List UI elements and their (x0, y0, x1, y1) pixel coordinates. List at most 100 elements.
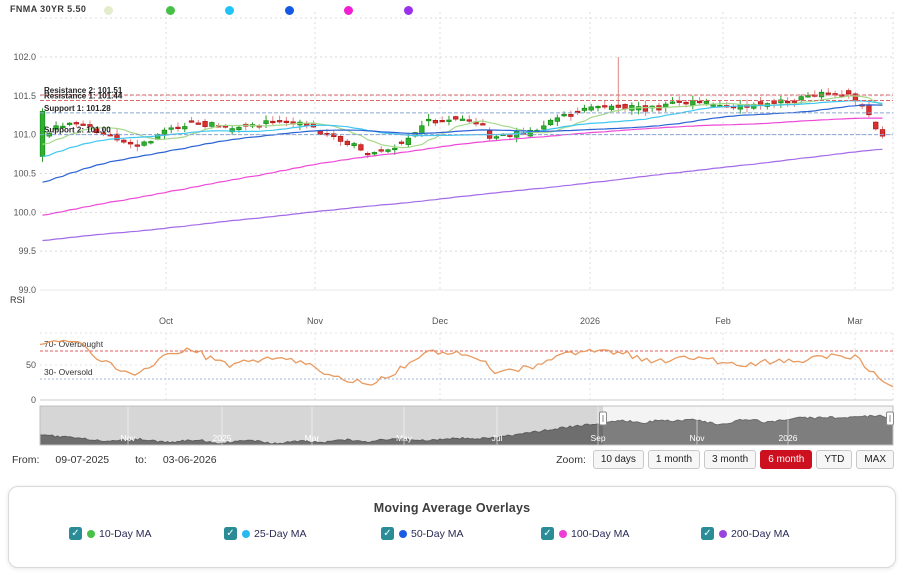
zoom-button-1-month[interactable]: 1 month (647, 450, 701, 469)
checkbox-checked-icon[interactable]: ✓ (224, 527, 237, 540)
candle[interactable] (873, 121, 879, 130)
series-marker-6-legend-dot[interactable] (404, 6, 413, 15)
candle[interactable] (127, 141, 134, 145)
candle[interactable] (344, 140, 350, 146)
candle[interactable] (114, 133, 120, 141)
zoom-button-10-days[interactable]: 10 days (592, 450, 644, 469)
candle[interactable] (805, 95, 811, 98)
ma-toggle-25-day-ma[interactable]: ✓ 25-Day MA (224, 527, 307, 540)
zoom-button-3-month[interactable]: 3 month (704, 450, 757, 469)
candle[interactable] (317, 130, 323, 135)
candle[interactable] (507, 134, 513, 137)
zoom-button-ytd[interactable]: YTD (816, 450, 853, 469)
candle[interactable] (798, 96, 804, 100)
candle[interactable] (825, 92, 831, 95)
candle[interactable] (209, 122, 215, 127)
candle[interactable] (229, 128, 235, 133)
candle[interactable] (425, 118, 432, 122)
series-marker-5-legend-dot[interactable] (344, 6, 353, 15)
ma-toggle-200-day-ma[interactable]: ✓ 200-Day MA (701, 527, 789, 540)
candle[interactable] (405, 137, 411, 145)
candle[interactable] (60, 125, 66, 129)
candle[interactable] (66, 122, 73, 125)
candle[interactable] (785, 100, 791, 104)
candle[interactable] (141, 141, 147, 146)
candle[interactable] (710, 104, 716, 107)
candle[interactable] (121, 139, 127, 143)
candle[interactable] (195, 122, 201, 125)
candle[interactable] (53, 125, 59, 130)
candle[interactable] (466, 119, 472, 122)
candle[interactable] (175, 126, 181, 130)
candle[interactable] (188, 120, 195, 123)
checkbox-checked-icon[interactable]: ✓ (701, 527, 714, 540)
checkbox-checked-icon[interactable]: ✓ (381, 527, 394, 540)
candle[interactable] (493, 136, 500, 139)
candle[interactable] (80, 123, 86, 126)
candle[interactable] (602, 105, 608, 108)
candle[interactable] (331, 133, 337, 138)
candle[interactable] (263, 120, 269, 124)
candle[interactable] (669, 101, 676, 104)
zoom-button-6-month[interactable]: 6 month (760, 450, 813, 469)
candle[interactable] (446, 119, 452, 122)
candle[interactable] (134, 144, 140, 147)
candle[interactable] (392, 147, 398, 151)
candle[interactable] (791, 100, 798, 103)
candle[interactable] (283, 120, 290, 124)
candle[interactable] (581, 107, 588, 111)
candle[interactable] (168, 127, 174, 130)
candle[interactable] (771, 100, 777, 104)
candle[interactable] (608, 105, 615, 110)
candle[interactable] (270, 120, 276, 124)
candle[interactable] (683, 101, 689, 105)
candle[interactable] (615, 104, 621, 108)
candle[interactable] (385, 149, 391, 152)
series-marker-1-legend-dot[interactable] (104, 6, 113, 15)
candle[interactable] (696, 100, 703, 104)
candle[interactable] (398, 141, 405, 144)
candle[interactable] (547, 119, 554, 126)
candle[interactable] (554, 117, 560, 122)
series-marker-2-legend-dot[interactable] (166, 6, 175, 15)
candle[interactable] (690, 100, 696, 106)
candle[interactable] (324, 133, 330, 136)
ma-toggle-10-day-ma[interactable]: ✓ 10-Day MA (69, 527, 152, 540)
to-date-input[interactable]: 03-06-2026 (162, 454, 217, 466)
candlestick-series[interactable] (39, 56, 886, 162)
candle[interactable] (595, 105, 601, 109)
candle[interactable] (378, 149, 384, 152)
candle[interactable] (351, 143, 357, 146)
candle[interactable] (703, 100, 710, 104)
candle[interactable] (642, 105, 649, 112)
candle[interactable] (73, 122, 80, 125)
ma-toggle-50-day-ma[interactable]: ✓ 50-Day MA (381, 527, 464, 540)
candle[interactable] (107, 134, 113, 137)
checkbox-checked-icon[interactable]: ✓ (69, 527, 82, 540)
navigator[interactable]: Nov 2025 Mar May Jul Sep Nov 2026 (39, 405, 894, 446)
checkbox-checked-icon[interactable]: ✓ (541, 527, 554, 540)
candle[interactable] (337, 136, 344, 142)
candle[interactable] (778, 99, 784, 104)
navigator-handle-right[interactable] (886, 411, 894, 426)
from-date-input[interactable]: 09-07-2025 (55, 454, 110, 466)
candle[interactable] (419, 125, 425, 135)
series-marker-3-legend-dot[interactable] (225, 6, 234, 15)
candle[interactable] (561, 113, 567, 117)
zoom-button-max[interactable]: MAX (856, 450, 894, 469)
candle[interactable] (663, 103, 669, 108)
candle[interactable] (439, 120, 445, 123)
candle[interactable] (358, 144, 364, 151)
candle[interactable] (87, 124, 93, 127)
candle[interactable] (236, 126, 242, 131)
candle[interactable] (676, 100, 682, 103)
candle[interactable] (94, 128, 100, 134)
candle[interactable] (182, 126, 188, 130)
series-marker-4-legend-dot[interactable] (285, 6, 294, 15)
candle[interactable] (276, 120, 283, 123)
candle[interactable] (541, 125, 547, 130)
ma-toggle-100-day-ma[interactable]: ✓ 100-Day MA (541, 527, 629, 540)
candle[interactable] (148, 141, 154, 144)
candle[interactable] (568, 114, 574, 117)
candle[interactable] (588, 106, 594, 111)
